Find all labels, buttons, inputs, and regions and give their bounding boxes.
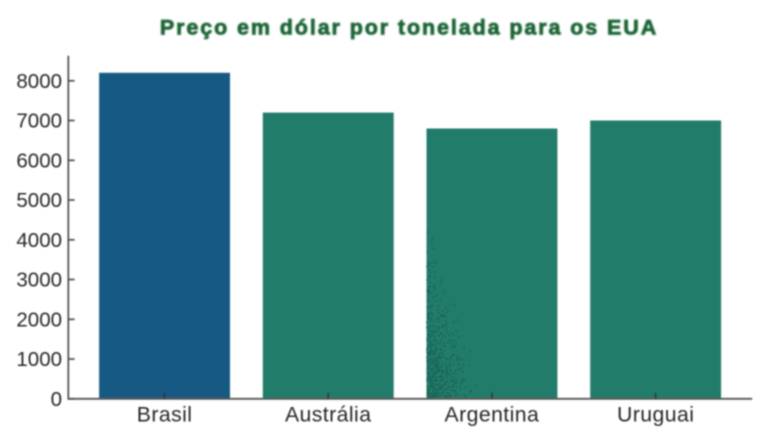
svg-text:0: 0 xyxy=(51,388,62,411)
svg-text:6000: 6000 xyxy=(16,150,62,173)
svg-text:1000: 1000 xyxy=(16,348,62,371)
svg-text:Argentina: Argentina xyxy=(445,404,540,427)
svg-text:8000: 8000 xyxy=(16,70,62,93)
svg-text:5000: 5000 xyxy=(16,189,62,212)
svg-text:7000: 7000 xyxy=(16,110,62,133)
svg-text:3000: 3000 xyxy=(16,269,62,292)
svg-text:Uruguai: Uruguai xyxy=(617,404,694,427)
svg-text:Preço em dólar por tonelada pa: Preço em dólar por tonelada para os EUA xyxy=(160,15,658,39)
svg-text:4000: 4000 xyxy=(16,229,62,252)
svg-text:Brasil: Brasil xyxy=(137,404,193,427)
svg-text:2000: 2000 xyxy=(16,309,62,332)
svg-text:Austrália: Austrália xyxy=(285,404,371,427)
